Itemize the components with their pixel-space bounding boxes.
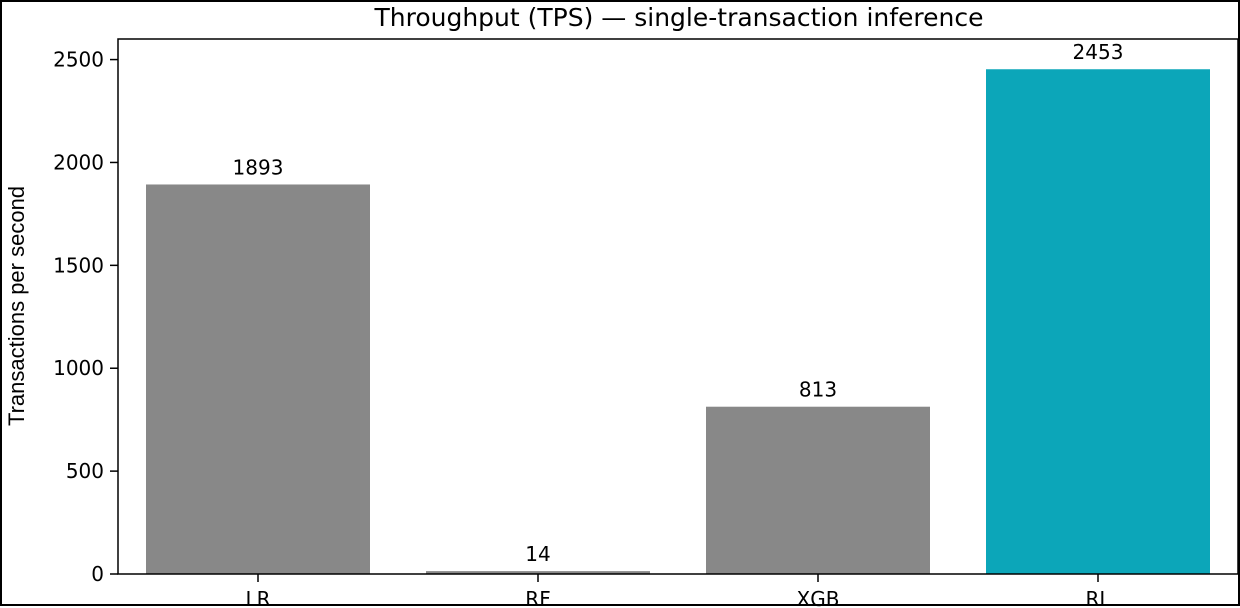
bar-rl xyxy=(986,69,1210,574)
y-tick-label: 0 xyxy=(91,562,104,586)
data-label-lr: 1893 xyxy=(233,155,284,179)
y-tick-label: 500 xyxy=(66,459,104,483)
data-label-rl: 2453 xyxy=(1073,40,1124,64)
bar-rf xyxy=(426,571,650,574)
plot-border xyxy=(117,38,1239,575)
x-tick-label-rl: RL xyxy=(1085,587,1111,608)
y-axis-label: Transactions per second xyxy=(4,186,29,426)
y-tick-label: 1000 xyxy=(53,356,104,380)
x-tick-label-rf: RF xyxy=(525,587,550,608)
chart-title: Throughput (TPS) — single-transaction in… xyxy=(373,3,983,32)
plot-area: 1893 14 813 2453 0 500 1000 1500 2000 2500 LR RF XGB… xyxy=(53,38,1239,608)
bar-lr xyxy=(146,184,370,574)
bar-xgb xyxy=(706,406,930,574)
data-label-rf: 14 xyxy=(525,542,550,566)
y-tick-label: 2000 xyxy=(53,150,104,174)
x-tick-label-xgb: XGB xyxy=(797,587,840,608)
data-label-xgb: 813 xyxy=(799,378,837,402)
y-tick-label: 2500 xyxy=(53,48,104,72)
y-tick-label: 1500 xyxy=(53,253,104,277)
x-tick-label-lr: LR xyxy=(245,587,270,608)
